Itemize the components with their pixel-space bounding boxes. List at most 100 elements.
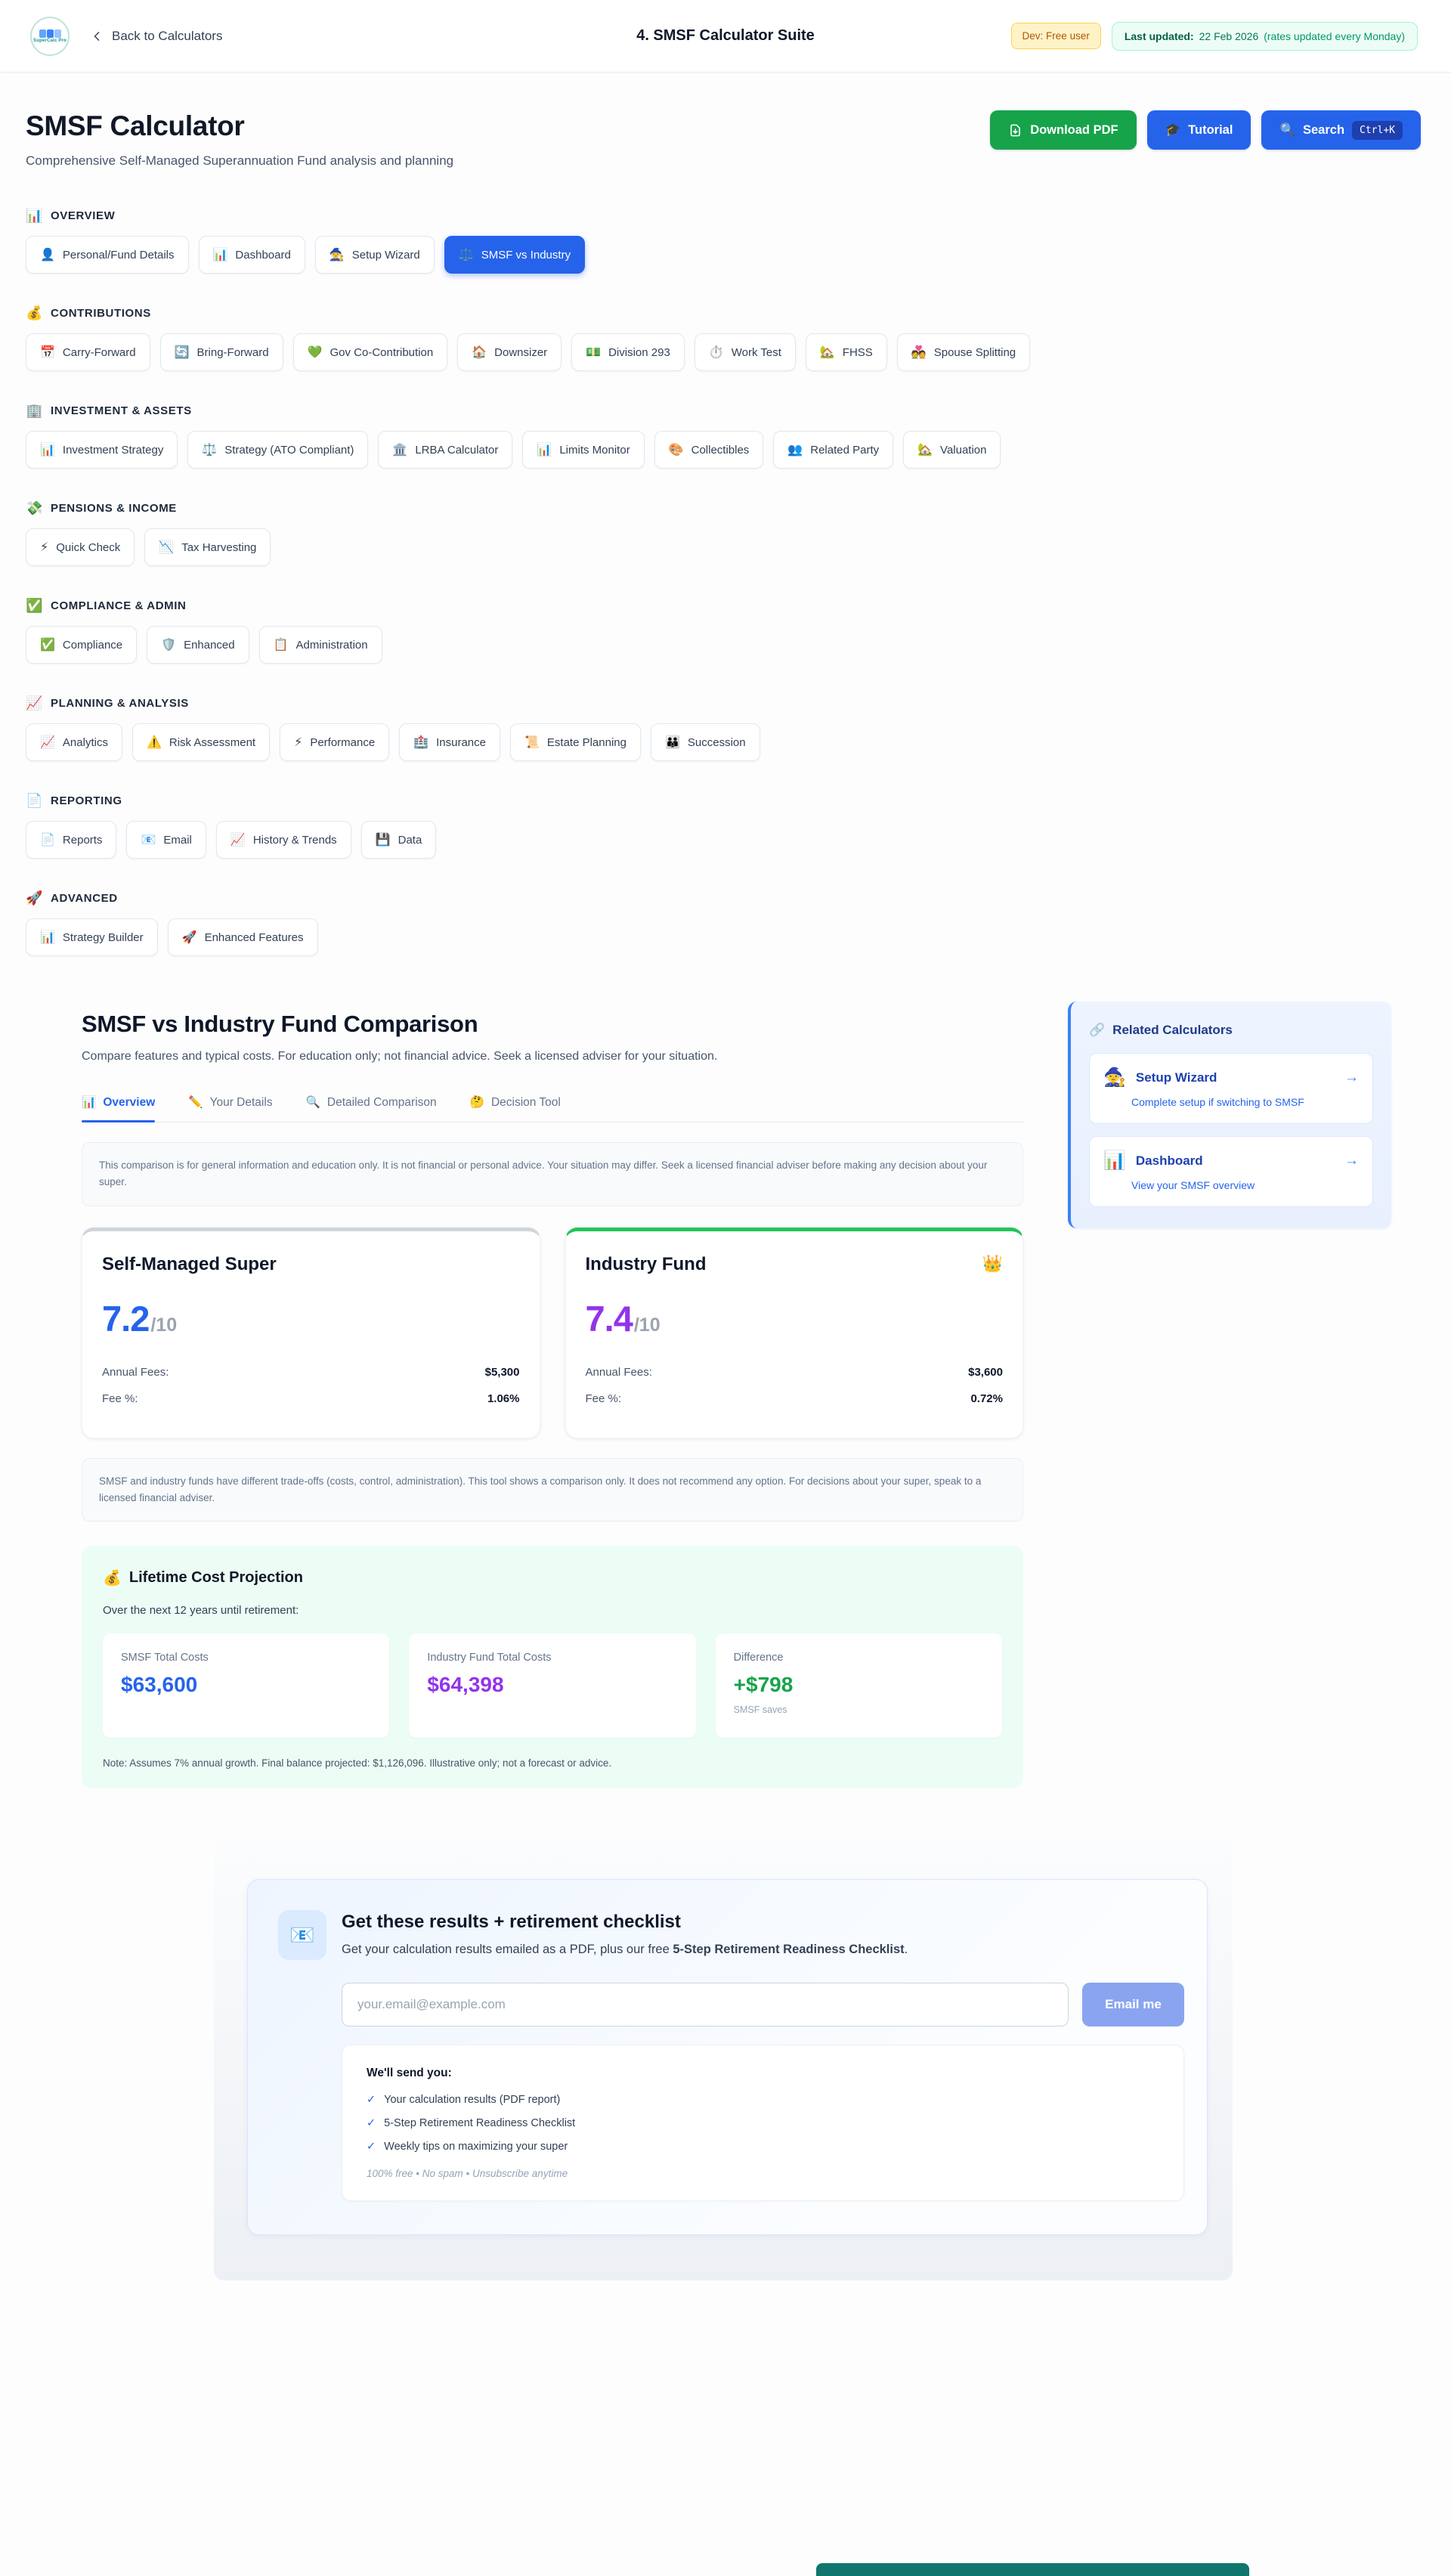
cost-card-industry-fund-total-costs: Industry Fund Total Costs $64,398 [409,1633,696,1738]
fund-row-label: Annual Fees: [585,1365,652,1379]
nav-item-bring-forward[interactable]: 🔄 Bring-Forward [159,333,283,371]
money-bag-icon: 💰 [103,1570,122,1587]
related-item-title: Dashboard [1135,1153,1203,1168]
nav-item-label: Division 293 [608,345,670,359]
send-item-text: Weekly tips on maximizing your super [384,2141,568,2153]
carry-forward-icon: 📅 [40,346,55,359]
nav-item-succession[interactable]: 👪 Succession [650,723,760,761]
cost-card-value: $63,600 [121,1673,198,1697]
tab-detailed-comparison[interactable]: 🔍 Detailed Comparison [306,1095,437,1122]
tab-decision-tool[interactable]: 🤔 Decision Tool [470,1095,561,1122]
strategy-builder-icon: 📊 [40,931,55,944]
nav-item-insurance[interactable]: 🏥 Insurance [399,723,500,761]
nav-item-administration[interactable]: 📋 Administration [258,626,382,664]
email-input[interactable] [342,1983,1069,2027]
nav-item-history-trends[interactable]: 📈 History & Trends [215,821,351,859]
lifetime-title: Lifetime Cost Projection [128,1569,303,1587]
related-item-desc: Complete setup if switching to SMSF [1131,1096,1304,1108]
crown-icon: 👑 [982,1253,1003,1273]
nav-item-email[interactable]: 📧 Email [126,821,206,859]
nav-item-collectibles[interactable]: 🎨 Collectibles [654,431,764,469]
nav-item-work-test[interactable]: ⏱️ Work Test [694,333,796,371]
graduation-cap-icon: 🎓 [1165,122,1181,137]
nav-item-estate-planning[interactable]: 📜 Estate Planning [509,723,641,761]
setup-wizard-icon: 🧙 [1103,1067,1126,1088]
nav-item-tax-harvesting[interactable]: 📉 Tax Harvesting [144,528,271,566]
nav-item-limits-monitor[interactable]: 📊 Limits Monitor [522,431,645,469]
search-button[interactable]: 🔍 Search Ctrl+K [1261,110,1421,150]
nav-category-label: 📊 OVERVIEW [26,208,1421,224]
work-test-icon: ⏱️ [708,346,724,359]
fund-card-industry-fund: Industry Fund 👑 7.4/10 Annual Fees: $3,600 Fe… [565,1227,1023,1438]
well-send-you-card: We'll send you: ✓ Your calculation result… [342,2045,1184,2202]
nav-item-carry-forward[interactable]: 📅 Carry-Forward [26,333,150,371]
fund-row-value: 1.06% [487,1392,520,1405]
nav-item-enhanced-features[interactable]: 🚀 Enhanced Features [167,918,318,956]
nav-item-reports[interactable]: 📄 Reports [26,821,117,859]
related-item-setup-wizard[interactable]: 🧙 Setup Wizard → Complete setup if switchin… [1089,1053,1373,1124]
footer-bar[interactable] [816,2563,1249,2576]
nav-item-label: Email [163,833,192,847]
tab-your-details[interactable]: ✏️ Your Details [188,1095,272,1122]
download-pdf-button[interactable]: Download PDF [990,110,1137,150]
email-me-button[interactable]: Email me [1082,1983,1184,2027]
nav-item-fhss[interactable]: 🏡 FHSS [805,333,887,371]
comparison-subtitle: Compare features and typical costs. For … [82,1050,718,1063]
nav-item-strategy-ato-compliant[interactable]: ⚖️ Strategy (ATO Compliant) [187,431,369,469]
send-list-title: We'll send you: [367,2067,452,2080]
fund-card-self-managed-super: Self-Managed Super 7.2/10 Annual Fees: $5,3… [82,1227,540,1438]
nav-pill-row: ✅ Compliance 🛡️ Enhanced 📋 Administration [26,626,1421,664]
category-icon: ✅ [26,598,44,613]
nav-item-label: Bring-Forward [196,345,269,359]
nav-item-risk-assessment[interactable]: ⚠️ Risk Assessment [131,723,271,761]
nav-item-label: Reports [62,833,103,847]
nav-item-strategy-builder[interactable]: 📊 Strategy Builder [26,918,158,956]
nav-item-label: Compliance [62,638,123,652]
nav-item-division-293[interactable]: 💵 Division 293 [571,333,685,371]
tutorial-button[interactable]: 🎓 Tutorial [1146,110,1251,150]
nav-item-setup-wizard[interactable]: 🧙 Setup Wizard [314,236,435,274]
nav-item-label: Collectibles [691,443,750,457]
fund-row: Fee %: 1.06% [102,1386,520,1412]
back-to-calculators-link[interactable]: Back to Calculators [89,29,222,44]
nav-item-analytics[interactable]: 📈 Analytics [26,723,122,761]
tab-overview[interactable]: 📊 Overview [82,1095,156,1122]
nav-item-label: FHSS [842,345,873,359]
nav-item-dashboard[interactable]: 📊 Dashboard [198,236,305,274]
email-capture-title: Get these results + retirement checklist [342,1912,681,1933]
nav-item-downsizer[interactable]: 🏠 Downsizer [457,333,562,371]
score-value: 7.4 [585,1298,633,1339]
suite-title: 4. SMSF Calculator Suite [636,27,815,44]
tax-harvesting-icon: 📉 [159,541,175,554]
nav-item-label: Limits Monitor [559,443,630,457]
send-list-item: ✓ Weekly tips on maximizing your super [367,2141,1159,2153]
nav-pill-row: 👤 Personal/Fund Details 📊 Dashboard 🧙 Setup W… [26,236,1421,274]
nav-item-gov-co-contribution[interactable]: 💚 Gov Co-Contribution [292,333,448,371]
category-text: PLANNING & ANALYSIS [51,697,189,710]
email-capture-subtitle: Get your calculation results emailed as … [342,1943,908,1957]
cost-card-label: Industry Fund Total Costs [427,1652,552,1664]
nav-item-data[interactable]: 💾 Data [360,821,437,859]
nav-section-reporting: 📄 REPORTING 📄 Reports 📧 Email 📈 History & Trend… [26,793,1421,859]
related-item-dashboard[interactable]: 📊 Dashboard → View your SMSF overview [1089,1136,1373,1207]
nav-item-related-party[interactable]: 👥 Related Party [773,431,894,469]
nav-item-label: History & Trends [252,833,337,847]
fund-row-value: $3,600 [968,1365,1003,1379]
nav-item-performance[interactable]: ⚡ Performance [280,723,390,761]
nav-item-valuation[interactable]: 🏡 Valuation [903,431,1001,469]
related-item-header: 🧙 Setup Wizard → [1103,1067,1359,1088]
nav-item-quick-check[interactable]: ⚡ Quick Check [26,528,135,566]
fund-name: Self-Managed Super [102,1253,277,1274]
nav-item-lrba-calculator[interactable]: 🏛️ LRBA Calculator [378,431,513,469]
nav-item-enhanced[interactable]: 🛡️ Enhanced [147,626,249,664]
updated-note: (rates updated every Monday) [1264,29,1405,42]
nav-item-compliance[interactable]: ✅ Compliance [26,626,138,664]
nav-pill-row: ⚡ Quick Check 📉 Tax Harvesting [26,528,1421,566]
related-item-title: Setup Wizard [1135,1070,1217,1085]
nav-item-personal-fund-details[interactable]: 👤 Personal/Fund Details [26,236,189,274]
nav-item-investment-strategy[interactable]: 📊 Investment Strategy [26,431,178,469]
send-list-item: ✓ 5-Step Retirement Readiness Checklist [367,2117,1159,2129]
nav-item-spouse-splitting[interactable]: 💑 Spouse Splitting [896,333,1031,371]
nav-item-label: Data [398,833,422,847]
nav-item-smsf-vs-industry[interactable]: ⚖️ SMSF vs Industry [444,236,586,274]
